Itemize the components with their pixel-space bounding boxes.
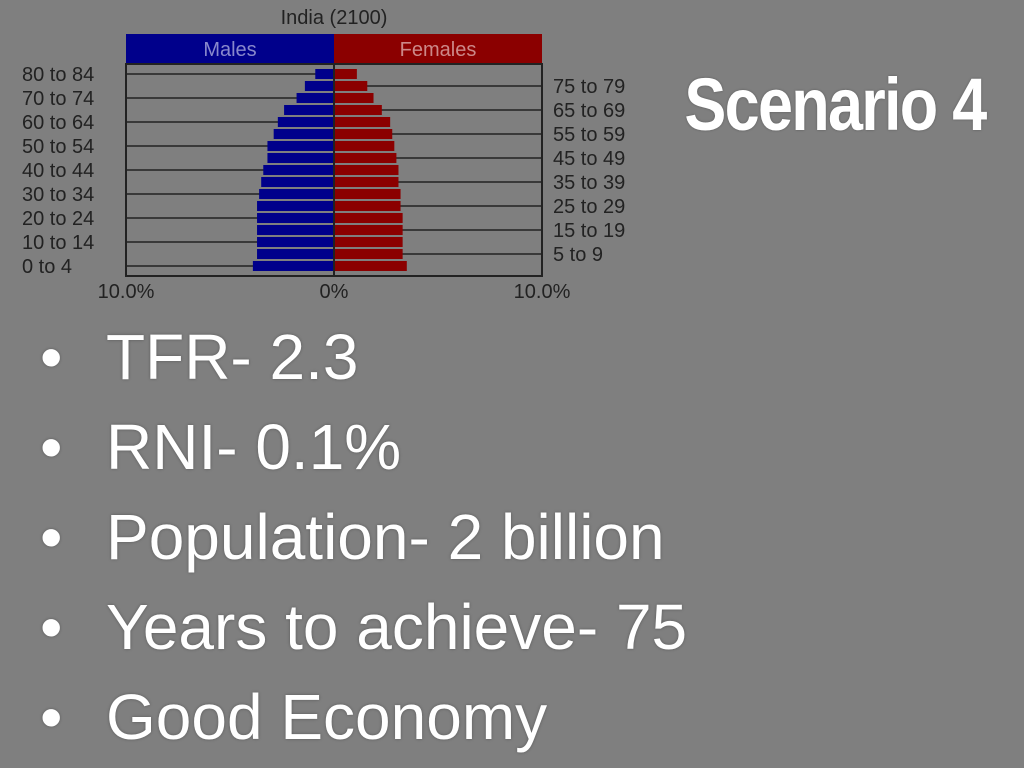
slide-title: Scenario 4 bbox=[684, 63, 987, 146]
bar-females bbox=[334, 261, 407, 271]
bar-females bbox=[334, 153, 397, 163]
bullet-icon: • bbox=[40, 681, 63, 753]
bullet-item: • TFR- 2.3 bbox=[40, 312, 687, 402]
bar-males bbox=[273, 129, 334, 139]
x-tick-label: 10.0% bbox=[514, 281, 571, 303]
bar-males bbox=[284, 105, 334, 115]
bar-males bbox=[277, 117, 334, 127]
bar-males bbox=[296, 93, 334, 103]
bar-females bbox=[334, 213, 403, 223]
bar-males bbox=[257, 201, 334, 211]
bullet-text: Good Economy bbox=[106, 681, 548, 753]
y-tick-label-left: 60 to 64 bbox=[22, 112, 94, 134]
bullet-icon: • bbox=[40, 411, 63, 483]
bullet-icon: • bbox=[40, 321, 63, 393]
bullet-item: • RNI- 0.1% bbox=[40, 402, 687, 492]
bar-males bbox=[267, 141, 334, 151]
bullet-icon: • bbox=[40, 591, 63, 663]
bar-males bbox=[257, 213, 334, 223]
bar-females bbox=[334, 189, 401, 199]
y-tick-label-right: 5 to 9 bbox=[553, 244, 603, 266]
y-tick-label-left: 70 to 74 bbox=[22, 88, 94, 110]
legend-males-swatch bbox=[126, 34, 334, 64]
y-tick-label-right: 75 to 79 bbox=[553, 76, 625, 98]
bullet-item: • Good Economy bbox=[40, 672, 687, 762]
bullet-text: RNI- 0.1% bbox=[106, 411, 402, 483]
bar-males bbox=[261, 177, 334, 187]
y-tick-label-right: 55 to 59 bbox=[553, 124, 625, 146]
bar-males bbox=[257, 225, 334, 235]
x-tick-label: 10.0% bbox=[98, 281, 155, 303]
bar-males bbox=[263, 165, 334, 175]
bullet-icon: • bbox=[40, 501, 63, 573]
bar-females bbox=[334, 141, 395, 151]
legend-females-label: Females bbox=[400, 39, 477, 61]
bullet-list: • TFR- 2.3 • RNI- 0.1% • Population- 2 bill… bbox=[40, 312, 687, 762]
y-tick-label-right: 45 to 49 bbox=[553, 148, 625, 170]
bar-males bbox=[267, 153, 334, 163]
bar-males bbox=[259, 189, 334, 199]
bar-males bbox=[252, 261, 334, 271]
bar-males bbox=[315, 69, 334, 79]
bullet-text: TFR- 2.3 bbox=[106, 321, 359, 393]
legend-females-swatch bbox=[334, 34, 542, 64]
bar-males bbox=[257, 249, 334, 259]
bar-females bbox=[334, 177, 399, 187]
legend-males-label: Males bbox=[203, 39, 256, 61]
population-pyramid-chart: India (2100) Males Females 80 to 84 75 to 79… bbox=[22, 7, 625, 303]
x-tick-label: 0% bbox=[320, 281, 349, 303]
y-tick-label-left: 20 to 24 bbox=[22, 208, 94, 230]
y-tick-label-right: 65 to 69 bbox=[553, 100, 625, 122]
bar-males bbox=[304, 81, 334, 91]
bar-females bbox=[334, 237, 403, 247]
bullet-text: Population- 2 billion bbox=[106, 501, 665, 573]
bar-females bbox=[334, 93, 374, 103]
bar-females bbox=[334, 69, 357, 79]
bar-females bbox=[334, 165, 399, 175]
y-tick-label-right: 15 to 19 bbox=[553, 220, 625, 242]
bar-females bbox=[334, 225, 403, 235]
bullet-text: Years to achieve- 75 bbox=[106, 591, 688, 663]
bar-females bbox=[334, 81, 368, 91]
y-tick-label-left: 10 to 14 bbox=[22, 232, 94, 254]
bar-males bbox=[257, 237, 334, 247]
y-tick-label-left: 50 to 54 bbox=[22, 136, 94, 158]
bullet-item: • Years to achieve- 75 bbox=[40, 582, 687, 672]
bar-females bbox=[334, 249, 403, 259]
y-tick-label-left: 0 to 4 bbox=[22, 256, 72, 278]
y-tick-label-left: 40 to 44 bbox=[22, 160, 94, 182]
chart-title: India (2100) bbox=[281, 7, 388, 29]
y-tick-label-left: 80 to 84 bbox=[22, 64, 94, 86]
bullet-item: • Population- 2 billion bbox=[40, 492, 687, 582]
y-tick-label-right: 35 to 39 bbox=[553, 172, 625, 194]
bar-females bbox=[334, 105, 382, 115]
bar-females bbox=[334, 117, 391, 127]
y-tick-label-right: 25 to 29 bbox=[553, 196, 625, 218]
bar-females bbox=[334, 201, 401, 211]
bar-females bbox=[334, 129, 393, 139]
y-tick-label-left: 30 to 34 bbox=[22, 184, 94, 206]
